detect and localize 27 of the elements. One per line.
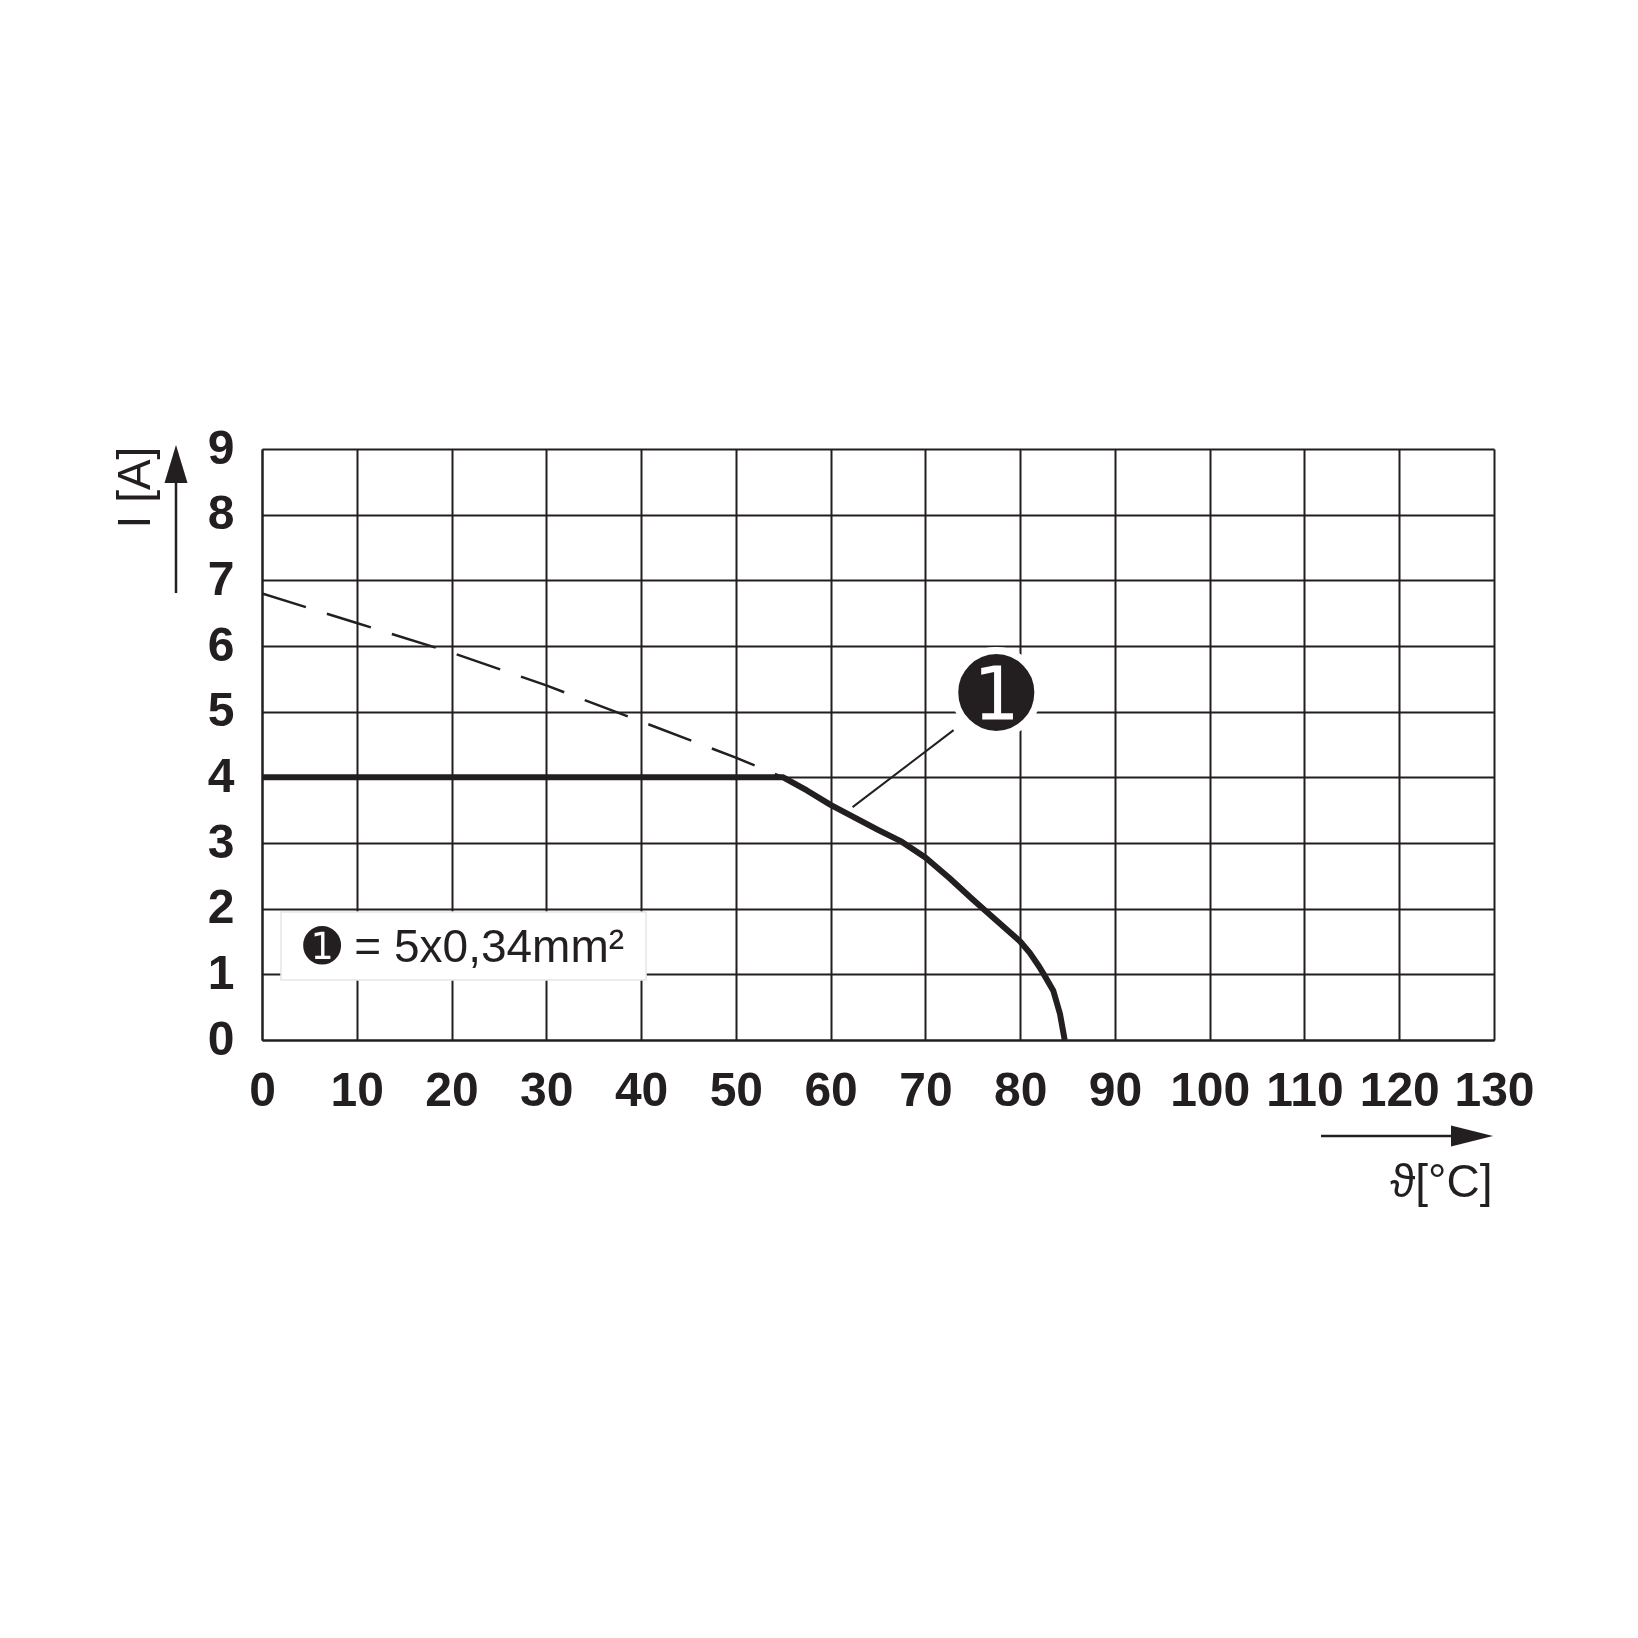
x-tick-label: 90 bbox=[1088, 1062, 1143, 1116]
y-tick-label: 5 bbox=[207, 683, 235, 737]
x-tick-label: 0 bbox=[249, 1062, 276, 1116]
y-tick-label: 7 bbox=[207, 551, 235, 605]
y-tick-label: 3 bbox=[207, 814, 235, 868]
x-tick-label: 10 bbox=[330, 1062, 384, 1116]
y-tick-label: 0 bbox=[207, 1011, 235, 1065]
x-tick-label: 110 bbox=[1266, 1062, 1344, 1116]
y-tick-label: 4 bbox=[207, 748, 235, 802]
x-tick-label: 130 bbox=[1454, 1062, 1535, 1116]
x-tick-label: 60 bbox=[804, 1062, 858, 1116]
x-tick-label: 30 bbox=[520, 1062, 574, 1116]
x-tick-label: 40 bbox=[614, 1062, 669, 1116]
annotation: ➊ = 5x0,34mm² bbox=[303, 920, 625, 972]
y-tick-label: 1 bbox=[207, 945, 235, 999]
x-tick-label: 50 bbox=[709, 1062, 764, 1116]
x-tick-label: 80 bbox=[993, 1062, 1048, 1116]
y-tick-label: 2 bbox=[207, 880, 235, 934]
y-tick-label: 6 bbox=[207, 617, 235, 671]
y-tick-label: 8 bbox=[207, 486, 235, 540]
x-tick-label: 100 bbox=[1170, 1062, 1251, 1116]
x-tick-label: 120 bbox=[1359, 1062, 1440, 1116]
x-tick-label: 70 bbox=[899, 1062, 953, 1116]
x-axis-title: ϑ[°C] bbox=[1390, 1154, 1493, 1207]
x-tick-label: 20 bbox=[425, 1062, 479, 1116]
y-tick-label: 9 bbox=[207, 420, 235, 474]
y-axis-title: I [A] bbox=[107, 446, 160, 529]
